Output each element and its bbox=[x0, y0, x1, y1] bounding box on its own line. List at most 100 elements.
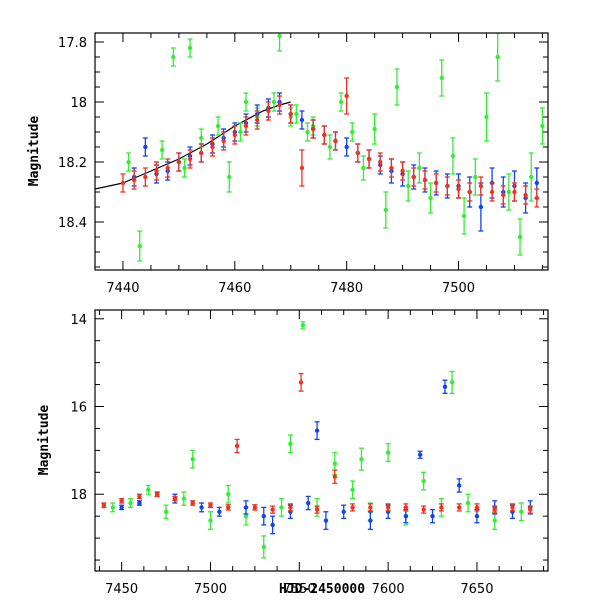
bottom-green-point-4 bbox=[181, 496, 187, 501]
top-red-point-22 bbox=[366, 156, 372, 162]
top-ticks: 7440 7460 7480 7500 17.8 18 18.2 18.4 bbox=[58, 33, 548, 296]
top-x-tick-label: 7500 bbox=[442, 281, 475, 296]
bottom-blue-point-8 bbox=[270, 522, 275, 528]
top-green-point-23 bbox=[383, 207, 389, 213]
bottom-green-point-22 bbox=[449, 380, 455, 385]
bottom-green-point-7 bbox=[226, 492, 231, 497]
top-green-point-21 bbox=[361, 165, 366, 171]
bottom-red-point-8 bbox=[234, 443, 240, 449]
top-green-point-10 bbox=[243, 99, 249, 105]
top-green-point-20 bbox=[350, 129, 355, 135]
top-green-point-35 bbox=[517, 234, 523, 240]
top-green-point-2 bbox=[159, 147, 165, 153]
top-red-point-1 bbox=[131, 177, 137, 183]
top-green-point-30 bbox=[461, 213, 467, 219]
top-red-point-15 bbox=[288, 111, 293, 117]
bottom-green-point-8 bbox=[243, 513, 249, 519]
top-red-point-13 bbox=[266, 108, 271, 114]
bottom-green-point-20 bbox=[421, 478, 426, 484]
top-red-point-8 bbox=[210, 144, 215, 150]
top-green-point-13 bbox=[277, 33, 282, 39]
top-red-point-24 bbox=[389, 165, 394, 171]
bottom-green-point-11 bbox=[288, 441, 293, 446]
top-red-point-12 bbox=[254, 117, 260, 123]
bottom-red-point-1 bbox=[119, 498, 124, 504]
top-red-point-2 bbox=[143, 174, 148, 180]
top-green-point-16 bbox=[305, 129, 310, 135]
top-green-point-4 bbox=[182, 165, 187, 171]
top-green-point-28 bbox=[439, 75, 444, 81]
top-green-point-18 bbox=[327, 144, 333, 150]
bottom-green-point-5 bbox=[190, 456, 195, 462]
top-green-point-1 bbox=[137, 243, 142, 249]
bottom-red-point-19 bbox=[421, 507, 426, 512]
top-red-point-25 bbox=[400, 168, 405, 174]
bottom-red-point-16 bbox=[368, 505, 373, 510]
top-red-point-18 bbox=[322, 132, 327, 138]
bottom-x-tick-label: 7500 bbox=[194, 582, 227, 597]
top-blue-point-15 bbox=[299, 117, 305, 123]
bottom-blue-point-11 bbox=[314, 428, 320, 433]
top-red-point-14 bbox=[277, 102, 282, 108]
bottom-green-point-9 bbox=[261, 544, 266, 550]
bottom-blue-point-1 bbox=[137, 500, 142, 506]
bottom-x-tick-label: 7650 bbox=[460, 582, 493, 597]
bottom-green-point-18 bbox=[385, 450, 391, 455]
top-green-point-24 bbox=[394, 84, 400, 90]
top-red-point-10 bbox=[232, 132, 238, 138]
top-red-point-27 bbox=[422, 177, 428, 183]
bottom-green-point-25 bbox=[519, 509, 524, 514]
bottom-y-tick-label: 16 bbox=[70, 401, 87, 416]
bottom-blue-point-14 bbox=[368, 518, 373, 523]
top-panel-frame bbox=[94, 32, 549, 271]
top-green-point-6 bbox=[199, 135, 204, 141]
top-green-point-34 bbox=[506, 189, 512, 195]
bottom-red-point-14 bbox=[332, 474, 338, 479]
bottom-red-point-10 bbox=[270, 507, 275, 512]
top-x-tick-label: 7480 bbox=[330, 281, 363, 296]
top-red-point-21 bbox=[355, 150, 361, 156]
bottom-blue-point-13 bbox=[341, 509, 346, 514]
bottom-green-point-6 bbox=[208, 518, 213, 523]
top-red-point-7 bbox=[199, 150, 204, 156]
bottom-red-point-5 bbox=[190, 500, 195, 506]
bottom-green-point-0 bbox=[110, 505, 115, 510]
top-green-point-37 bbox=[540, 123, 545, 129]
top-green-point-26 bbox=[417, 165, 422, 171]
bottom-blue-point-12 bbox=[323, 518, 329, 523]
bottom-green-point-16 bbox=[359, 456, 364, 462]
top-red-point-34 bbox=[501, 192, 506, 198]
bottom-red-point-18 bbox=[403, 505, 409, 510]
bottom-red-point-21 bbox=[456, 505, 462, 510]
bottom-x-tick-label: 7550 bbox=[283, 582, 316, 597]
bottom-red-point-9 bbox=[252, 505, 258, 510]
bottom-green-point-2 bbox=[146, 487, 151, 493]
bottom-y-axis-label: Magnitude bbox=[37, 405, 52, 476]
bottom-red-point-13 bbox=[314, 507, 320, 512]
bottom-y-tick-label: 18 bbox=[70, 488, 87, 503]
bottom-green-point-12 bbox=[300, 323, 306, 328]
top-x-tick-label: 7460 bbox=[218, 281, 251, 296]
top-red-point-19 bbox=[333, 138, 338, 144]
bottom-blue-point-17 bbox=[417, 452, 423, 457]
top-green-point-31 bbox=[473, 174, 478, 180]
bottom-green-point-1 bbox=[128, 500, 133, 506]
bottom-x-axis-label: HJD-2450000 bbox=[279, 582, 365, 597]
bottom-red-point-3 bbox=[154, 492, 160, 497]
top-blue-point-19 bbox=[344, 144, 349, 150]
bottom-blue-point-18 bbox=[430, 513, 435, 519]
top-green-point-33 bbox=[495, 54, 500, 60]
top-red-point-23 bbox=[378, 159, 383, 165]
top-blue-point-1 bbox=[143, 144, 148, 150]
top-green-point-29 bbox=[450, 153, 456, 159]
top-y-tick-label: 17.8 bbox=[58, 36, 87, 51]
top-red-point-6 bbox=[187, 156, 193, 162]
bottom-red-point-20 bbox=[439, 505, 444, 510]
bottom-green-point-24 bbox=[492, 518, 497, 523]
top-green-point-36 bbox=[529, 174, 534, 180]
top-y-tick-label: 18.4 bbox=[58, 216, 87, 231]
bottom-blue-point-5 bbox=[217, 509, 222, 514]
bottom-green-point-14 bbox=[332, 461, 338, 466]
